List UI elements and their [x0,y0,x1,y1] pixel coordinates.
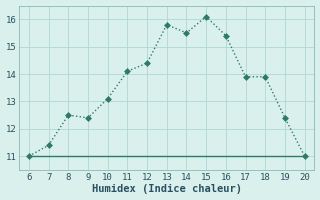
X-axis label: Humidex (Indice chaleur): Humidex (Indice chaleur) [92,184,242,194]
